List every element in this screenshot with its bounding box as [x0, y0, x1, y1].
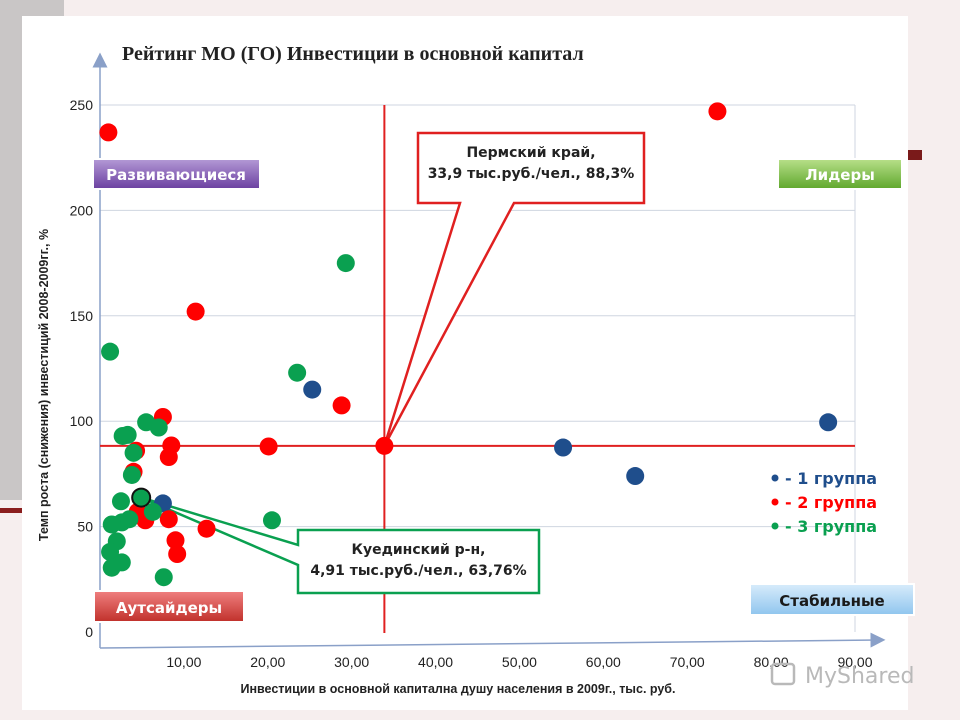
legend-marker-group-2: [771, 498, 779, 506]
quadrant-label-leaders: Лидеры: [805, 166, 875, 184]
data-point-group-3-15: [101, 542, 120, 561]
data-point-highlight: [131, 487, 152, 508]
data-point-group-2-12: [197, 519, 216, 538]
x-tick-label-5: 60,00: [586, 654, 621, 670]
watermark-icon: [770, 662, 796, 686]
legend: - 1 группа - 2 группа - 3 группа: [771, 469, 877, 536]
data-point-group-2-14: [168, 545, 187, 564]
data-point-group-3-0: [101, 342, 120, 361]
data-point-group-3-9: [111, 492, 130, 511]
quadrant-badge-outsiders: Аутсайдеры: [93, 590, 245, 623]
y-tick-label-2: 100: [70, 413, 94, 429]
x-tick-label-1: 20,00: [250, 654, 285, 670]
data-point-group-3-4: [149, 418, 168, 437]
data-point-group-3-7: [124, 443, 143, 462]
data-point-group-1-2: [626, 467, 645, 486]
data-point-group-3-18: [154, 568, 173, 587]
data-point-group-3-13: [143, 502, 162, 521]
data-points: [99, 102, 838, 587]
callout-text-0-0: Пермский край,: [466, 145, 595, 161]
data-point-group-3-17: [102, 558, 121, 577]
data-point-group-3-2: [288, 363, 307, 382]
callout-text-0-1: 33,9 тыс.руб./чел., 88,3%: [428, 166, 635, 182]
data-point-group-1-1: [554, 438, 573, 457]
x-tick-labels: 10,00 20,00 30,00 40,00 50,00 60,00 70,00 80,00…: [166, 654, 872, 670]
legend-marker-group-3: [771, 522, 779, 530]
legend-item-group-3: - 3 группа: [785, 517, 877, 536]
data-point-group-3-12: [120, 510, 139, 529]
slide-background-accent: [900, 150, 922, 160]
x-tick-label-7: 80,00: [754, 654, 789, 670]
quadrant-label-developing: Развивающиеся: [106, 166, 246, 184]
callout-box-1: [140, 496, 541, 595]
x-tick-label-4: 50,00: [502, 654, 537, 670]
y-tick-label-3: 150: [70, 308, 94, 324]
x-axis-line: [99, 632, 886, 649]
quadrant-badge-stable: Стабильные: [749, 583, 915, 616]
data-point-group-3-6: [113, 426, 132, 445]
y-tick-labels: 0 50 100 150 200 250: [70, 97, 94, 640]
y-tick-label-4: 200: [70, 202, 94, 218]
legend-marker-group-1: [771, 474, 779, 482]
x-tick-label-3: 40,00: [418, 654, 453, 670]
watermark: MyShared: [770, 662, 914, 689]
callouts: Пермский край, 33,9 тыс.руб./чел., 88,3% К…: [140, 131, 646, 595]
x-tick-label-6: 70,00: [670, 654, 705, 670]
legend-item-group-2: - 2 группа: [785, 493, 877, 512]
callout-box-0: [383, 131, 646, 447]
y-axis-label: Темп роста (снижения) инвестиций 2008-20…: [37, 229, 51, 541]
y-tick-label-5: 250: [70, 97, 94, 113]
data-point-group-2-1: [708, 102, 727, 121]
data-point-group-1-3: [819, 413, 838, 432]
chart-title: Рейтинг МО (ГО) Инвестиции в основной ка…: [122, 43, 584, 65]
y-tick-label-0: 0: [85, 624, 93, 640]
watermark-text: MyShared: [805, 664, 914, 689]
data-point-group-2-11: [159, 510, 178, 529]
data-point-group-2-6: [159, 448, 178, 467]
data-point-group-2-2: [186, 302, 205, 321]
data-point-group-3-8: [122, 465, 141, 484]
quadrant-label-stable: Стабильные: [779, 592, 884, 610]
data-point-group-1-0: [303, 380, 322, 399]
data-point-group-2-7: [259, 437, 278, 456]
x-tick-label-0: 10,00: [166, 654, 201, 670]
data-point-group-3-11: [102, 515, 121, 534]
data-point-group-2-3: [332, 396, 351, 415]
y-tick-label-1: 50: [77, 519, 93, 535]
quadrant-label-outsiders: Аутсайдеры: [116, 599, 222, 617]
data-point-group-2-0: [99, 123, 118, 142]
legend-item-group-1: - 1 группа: [785, 469, 877, 488]
data-point-group-2-8: [375, 436, 394, 455]
callout-text-1-1: 4,91 тыс.руб./чел., 63,76%: [310, 563, 526, 579]
x-tick-label-2: 30,00: [334, 654, 369, 670]
callout-text-1-0: Куединский р-н,: [352, 542, 486, 558]
quadrant-badge-developing: Развивающиеся: [92, 158, 261, 190]
data-point-group-2-13: [166, 531, 185, 550]
x-tick-label-8: 90,00: [837, 654, 872, 670]
data-point-group-3-1: [336, 254, 355, 273]
x-axis-label: Инвестиции в основной капитална душу нас…: [240, 682, 675, 696]
data-point-group-3-19: [262, 511, 281, 530]
quadrant-badge-leaders: Лидеры: [777, 158, 903, 190]
